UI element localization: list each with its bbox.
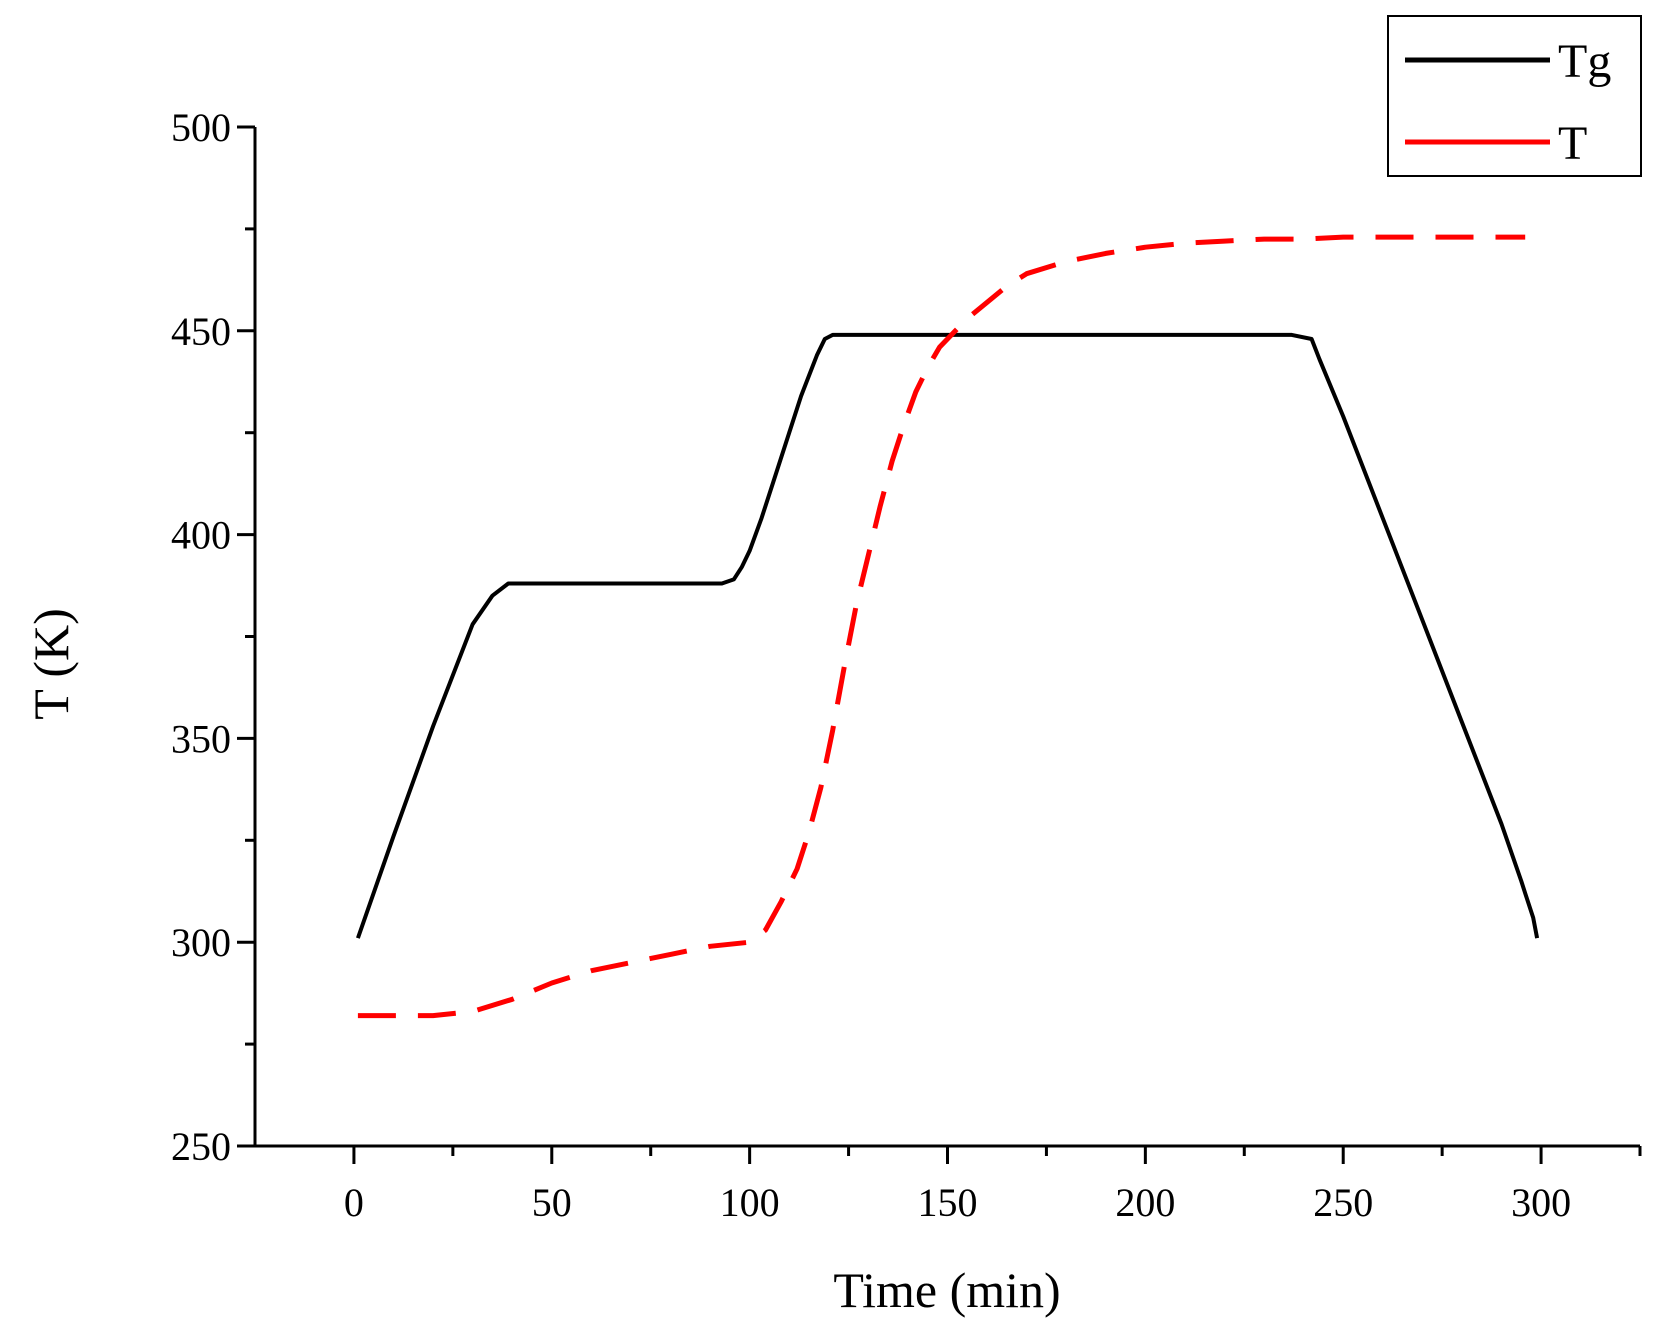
series-line-t xyxy=(357,234,1526,1019)
y-tick-label: 350 xyxy=(171,716,231,761)
x-tick-label: 150 xyxy=(918,1180,978,1225)
y-tick-label: 250 xyxy=(171,1124,231,1169)
x-tick-label: 50 xyxy=(532,1180,572,1225)
series-line-tg xyxy=(356,332,1540,939)
x-tick-label: 0 xyxy=(344,1180,364,1225)
y-tick-label: 400 xyxy=(171,513,231,558)
legend-box xyxy=(1387,15,1642,177)
y-tick-label: 500 xyxy=(171,105,231,150)
x-axis-title: Time (min) xyxy=(833,1262,1060,1318)
y-tick-label: 450 xyxy=(171,309,231,354)
x-tick-label: 250 xyxy=(1313,1180,1373,1225)
legend: Tg T xyxy=(1387,15,1642,177)
x-tick-label: 300 xyxy=(1511,1180,1571,1225)
legend-label-tg: Tg xyxy=(1558,35,1611,88)
series-layer xyxy=(356,234,1540,1019)
legend-label-t: T xyxy=(1558,117,1587,170)
y-axis-title: T (K) xyxy=(23,608,79,720)
x-tick-label: 100 xyxy=(720,1180,780,1225)
x-tick-label: 200 xyxy=(1115,1180,1175,1225)
axis-ticks: 250 300 350 400 450 500 0 50 100 150 200 250 300 xyxy=(171,105,1642,1225)
y-tick-label: 300 xyxy=(171,920,231,965)
